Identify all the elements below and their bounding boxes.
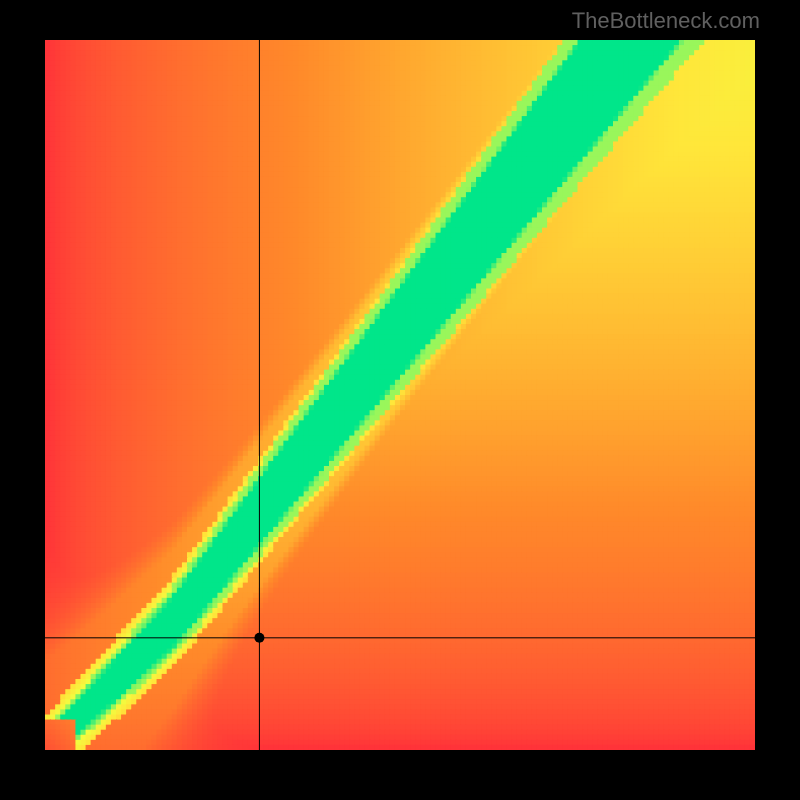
watermark-text: TheBottleneck.com <box>572 8 760 34</box>
chart-container: TheBottleneck.com <box>0 0 800 800</box>
heatmap-canvas <box>45 40 755 750</box>
heatmap-plot <box>45 40 755 750</box>
